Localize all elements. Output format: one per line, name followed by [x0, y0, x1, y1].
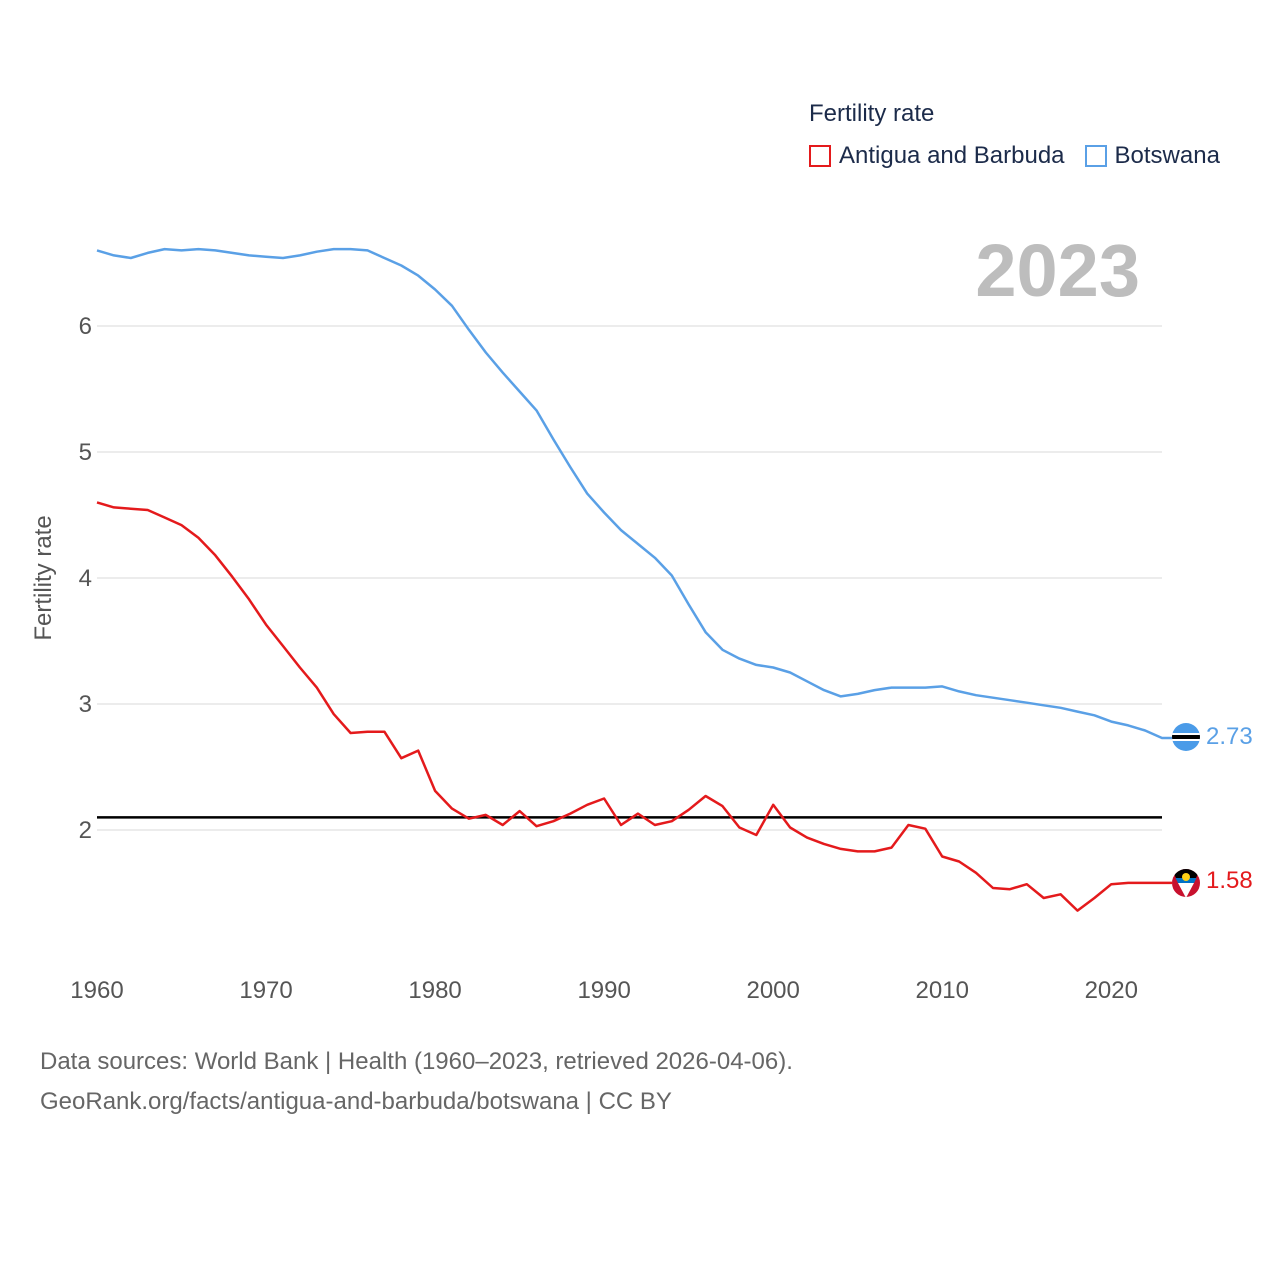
antigua-end-value: 1.58 — [1206, 867, 1253, 894]
y-tick-label: 2 — [79, 817, 92, 844]
x-tick-label: 2010 — [916, 977, 969, 1004]
x-tick-label: 2000 — [746, 977, 799, 1004]
x-tick-label: 1980 — [408, 977, 461, 1004]
series-line-antigua — [96, 501, 1172, 912]
series-line-botswana — [96, 247, 1172, 740]
legend-title: Fertility rate — [809, 100, 935, 127]
legend-label-antigua: Antigua and Barbuda — [839, 142, 1065, 169]
x-tick-labels: 1960 1970 1980 1990 2000 2010 2020 — [70, 977, 1138, 1004]
legend: Antigua and Barbuda Botswana — [809, 142, 1240, 170]
legend-swatch-antigua — [809, 145, 831, 167]
footer-attribution: GeoRank.org/facts/antigua-and-barbuda/bo… — [40, 1088, 672, 1115]
y-tick-label: 3 — [79, 691, 92, 718]
legend-label-botswana: Botswana — [1114, 142, 1220, 169]
y-tick-label: 5 — [79, 439, 92, 466]
y-tick-label: 4 — [79, 565, 92, 592]
series-lines — [96, 247, 1172, 912]
y-gridlines — [97, 325, 1162, 831]
x-tick-label: 1970 — [239, 977, 292, 1004]
footer-sources: Data sources: World Bank | Health (1960–… — [40, 1048, 793, 1075]
y-tick-labels: 2 3 4 5 6 — [79, 313, 92, 844]
legend-swatch-botswana — [1084, 145, 1107, 167]
x-tick-label: 1990 — [577, 977, 630, 1004]
y-tick-label: 6 — [79, 313, 92, 340]
y-axis-label: Fertility rate — [30, 515, 57, 640]
antigua-flag-icon — [1172, 869, 1200, 897]
footer: Data sources: World Bank | Health (1960–… — [40, 1042, 793, 1122]
botswana-end-value: 2.73 — [1206, 723, 1253, 750]
x-tick-label: 1960 — [70, 977, 123, 1004]
x-tick-label: 2020 — [1085, 977, 1138, 1004]
legend-item-antigua[interactable]: Antigua and Barbuda — [809, 142, 1065, 170]
botswana-flag-icon — [1172, 723, 1200, 751]
legend-item-botswana[interactable]: Botswana — [1084, 142, 1220, 170]
current-year-label: 2023 — [975, 229, 1140, 312]
